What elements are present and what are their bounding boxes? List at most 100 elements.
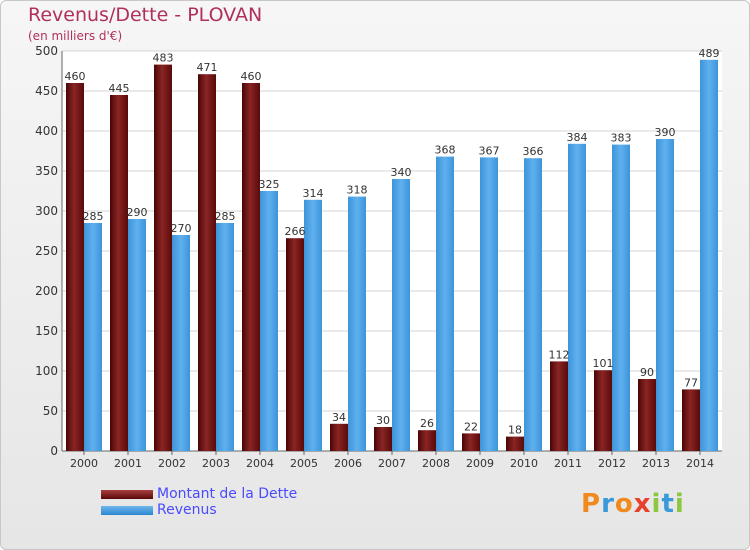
logo-letter: t — [661, 489, 675, 519]
revenus-data-label: 390 — [655, 126, 676, 139]
revenus-bar — [480, 157, 498, 451]
dette-data-label: 18 — [508, 424, 522, 437]
y-tick-label: 300 — [35, 204, 58, 218]
revenus-bar — [348, 196, 366, 451]
x-tick-label: 2010 — [510, 457, 538, 470]
dette-bar — [154, 64, 172, 451]
x-tick-label: 2013 — [642, 457, 670, 470]
revenus-bar — [260, 191, 278, 451]
logo-letter: o — [614, 489, 634, 519]
y-tick-label: 250 — [35, 244, 58, 258]
x-tick-label: 2014 — [686, 457, 714, 470]
dette-bar — [638, 379, 656, 451]
y-tick-label: 500 — [35, 44, 58, 58]
y-axis-ticks: 0 50 100 150 200 250 300 350 400 450 500 — [35, 44, 58, 458]
dette-bar — [374, 427, 392, 451]
dette-bar — [66, 83, 84, 451]
x-tick-label: 2005 — [290, 457, 318, 470]
revenus-bar — [700, 59, 718, 452]
dette-bar — [110, 95, 128, 451]
dette-bar — [594, 370, 612, 451]
dette-data-label: 460 — [241, 70, 262, 83]
dette-data-label: 22 — [464, 420, 478, 433]
dette-data-label: 445 — [109, 82, 130, 95]
logo-letter: P — [581, 489, 602, 519]
dette-bar — [286, 238, 304, 451]
bars — [66, 59, 718, 452]
dette-bar — [506, 436, 524, 451]
x-tick-label: 2000 — [70, 457, 98, 470]
dette-data-label: 34 — [332, 411, 346, 424]
x-tick-label: 2011 — [554, 457, 582, 470]
y-tick-label: 50 — [43, 404, 58, 418]
revenus-bar — [84, 223, 102, 451]
dette-data-label: 460 — [65, 70, 86, 83]
y-tick-label: 350 — [35, 164, 58, 178]
y-tick-label: 400 — [35, 124, 58, 138]
revenus-bar — [172, 235, 190, 451]
chart-title: Revenus/Dette - PLOVAN — [28, 4, 263, 26]
revenus-bar — [392, 179, 410, 451]
y-tick-label: 0 — [50, 444, 58, 458]
revenus-data-label: 384 — [567, 131, 588, 144]
x-tick-label: 2009 — [466, 457, 494, 470]
revenus-bar — [524, 158, 542, 451]
x-tick-label: 2008 — [422, 457, 450, 470]
logo-letter: i — [651, 489, 662, 519]
x-tick-label: 2007 — [378, 457, 406, 470]
dette-data-label: 77 — [684, 376, 698, 389]
x-tick-label: 2003 — [202, 457, 230, 470]
proxiti-logo: Proxiti — [581, 489, 685, 519]
x-tick-label: 2012 — [598, 457, 626, 470]
x-axis-ticks: 2000 2001 2002 2003 2004 2005 2006 2007 2008 2009… — [70, 451, 714, 470]
revenus-data-label: 340 — [391, 166, 412, 179]
dette-data-label: 483 — [153, 52, 174, 65]
dette-bar — [418, 430, 436, 451]
y-tick-label: 450 — [35, 84, 58, 98]
y-tick-label: 200 — [35, 284, 58, 298]
revenus-bar — [216, 223, 234, 451]
revenus-bar — [612, 144, 630, 451]
revenus-data-label: 383 — [611, 132, 632, 145]
revenus-data-label: 270 — [171, 222, 192, 235]
revenus-data-label: 285 — [83, 210, 104, 223]
chart-subtitle: (en milliers d'€) — [28, 29, 123, 43]
dette-bar — [330, 423, 348, 451]
dette-data-label: 266 — [285, 225, 306, 238]
revenus-bar — [304, 199, 322, 451]
logo-letter: x — [633, 489, 652, 519]
revenus-bar — [568, 143, 586, 452]
logo-letter: r — [601, 489, 615, 519]
revenus-data-label: 368 — [435, 144, 456, 157]
dette-data-label: 101 — [593, 357, 614, 370]
dette-data-label: 112 — [549, 348, 570, 361]
dette-bar — [682, 389, 700, 451]
dette-data-label: 30 — [376, 414, 390, 427]
revenus-data-label: 489 — [699, 47, 720, 60]
revenus-data-label: 325 — [259, 178, 280, 191]
y-tick-label: 150 — [35, 324, 58, 338]
dette-bar — [198, 74, 216, 451]
dette-data-label: 90 — [640, 366, 654, 379]
x-tick-label: 2006 — [334, 457, 362, 470]
revenus-bar — [656, 139, 674, 451]
dette-bar — [462, 433, 480, 451]
revenus-bar — [128, 219, 146, 451]
legend-swatch-dette — [101, 490, 153, 499]
data-labels: 460 285 445 290 483 270 471 285 460 325 266 314 34 31… — [65, 47, 720, 437]
dette-bar — [242, 83, 260, 451]
revenus-data-label: 318 — [347, 184, 368, 197]
x-tick-label: 2001 — [114, 457, 142, 470]
revenus-data-label: 290 — [127, 206, 148, 219]
x-tick-label: 2002 — [158, 457, 186, 470]
dette-data-label: 26 — [420, 417, 434, 430]
revenus-data-label: 285 — [215, 210, 236, 223]
dette-bar — [550, 361, 568, 451]
revenus-bar — [436, 156, 454, 451]
x-tick-label: 2004 — [246, 457, 274, 470]
legend-label-revenus: Revenus — [157, 502, 217, 518]
revenus-data-label: 314 — [303, 187, 324, 200]
revenus-data-label: 367 — [479, 144, 500, 157]
